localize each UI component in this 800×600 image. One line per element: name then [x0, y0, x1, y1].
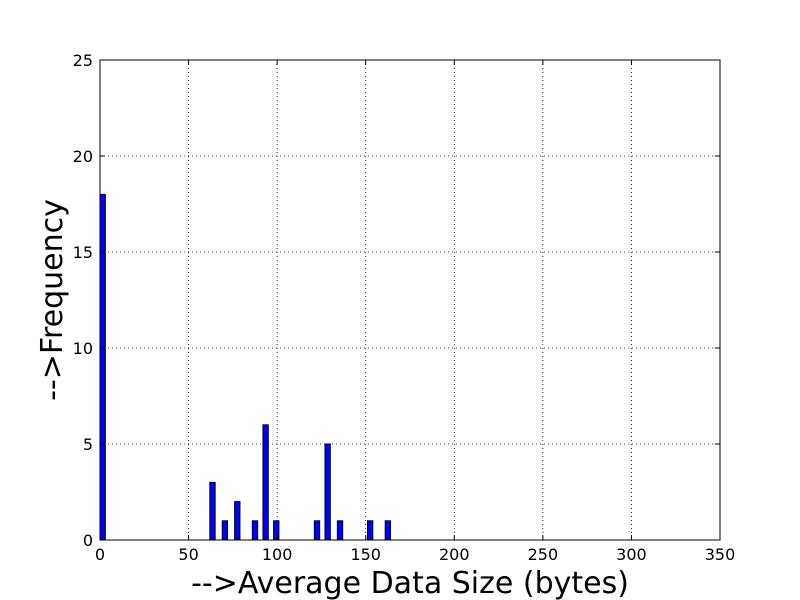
histogram-bar	[366, 520, 374, 541]
y-tick-label: 15	[73, 243, 93, 262]
histogram-bar	[251, 520, 259, 541]
y-tick-label: 10	[73, 339, 93, 358]
x-tick-label: 250	[528, 545, 559, 564]
bars-group	[99, 193, 392, 541]
plot-frame	[99, 59, 721, 541]
grid-lines	[100, 60, 720, 540]
y-tick-label: 25	[73, 51, 93, 70]
x-axis-ticks: 0 50 100 150 200 250 300 350	[95, 60, 735, 564]
histogram-bar	[313, 520, 321, 541]
x-axis-label: -->Average Data Size (bytes)	[191, 566, 629, 600]
x-tick-label: 200	[439, 545, 470, 564]
histogram-bar	[273, 520, 280, 541]
histogram-bar	[221, 520, 229, 541]
y-axis-ticks: 0 5 10 15 20 25	[73, 51, 720, 550]
x-tick-label: 100	[262, 545, 293, 564]
y-tick-label: 0	[83, 531, 93, 550]
histogram-bar	[324, 443, 331, 541]
histogram-bar	[262, 424, 269, 541]
y-tick-label: 5	[83, 435, 93, 454]
x-tick-label: 0	[95, 545, 105, 564]
y-tick-label: 20	[73, 147, 93, 166]
x-tick-label: 150	[350, 545, 381, 564]
y-axis-label: -->Frequency	[35, 199, 70, 401]
x-tick-label: 50	[178, 545, 198, 564]
histogram-bar	[99, 193, 106, 541]
histogram-bar	[384, 520, 392, 541]
histogram-bar	[234, 501, 241, 541]
x-tick-label: 300	[616, 545, 647, 564]
histogram-bar	[209, 481, 216, 541]
histogram-bar	[336, 520, 344, 541]
x-tick-label: 350	[705, 545, 736, 564]
